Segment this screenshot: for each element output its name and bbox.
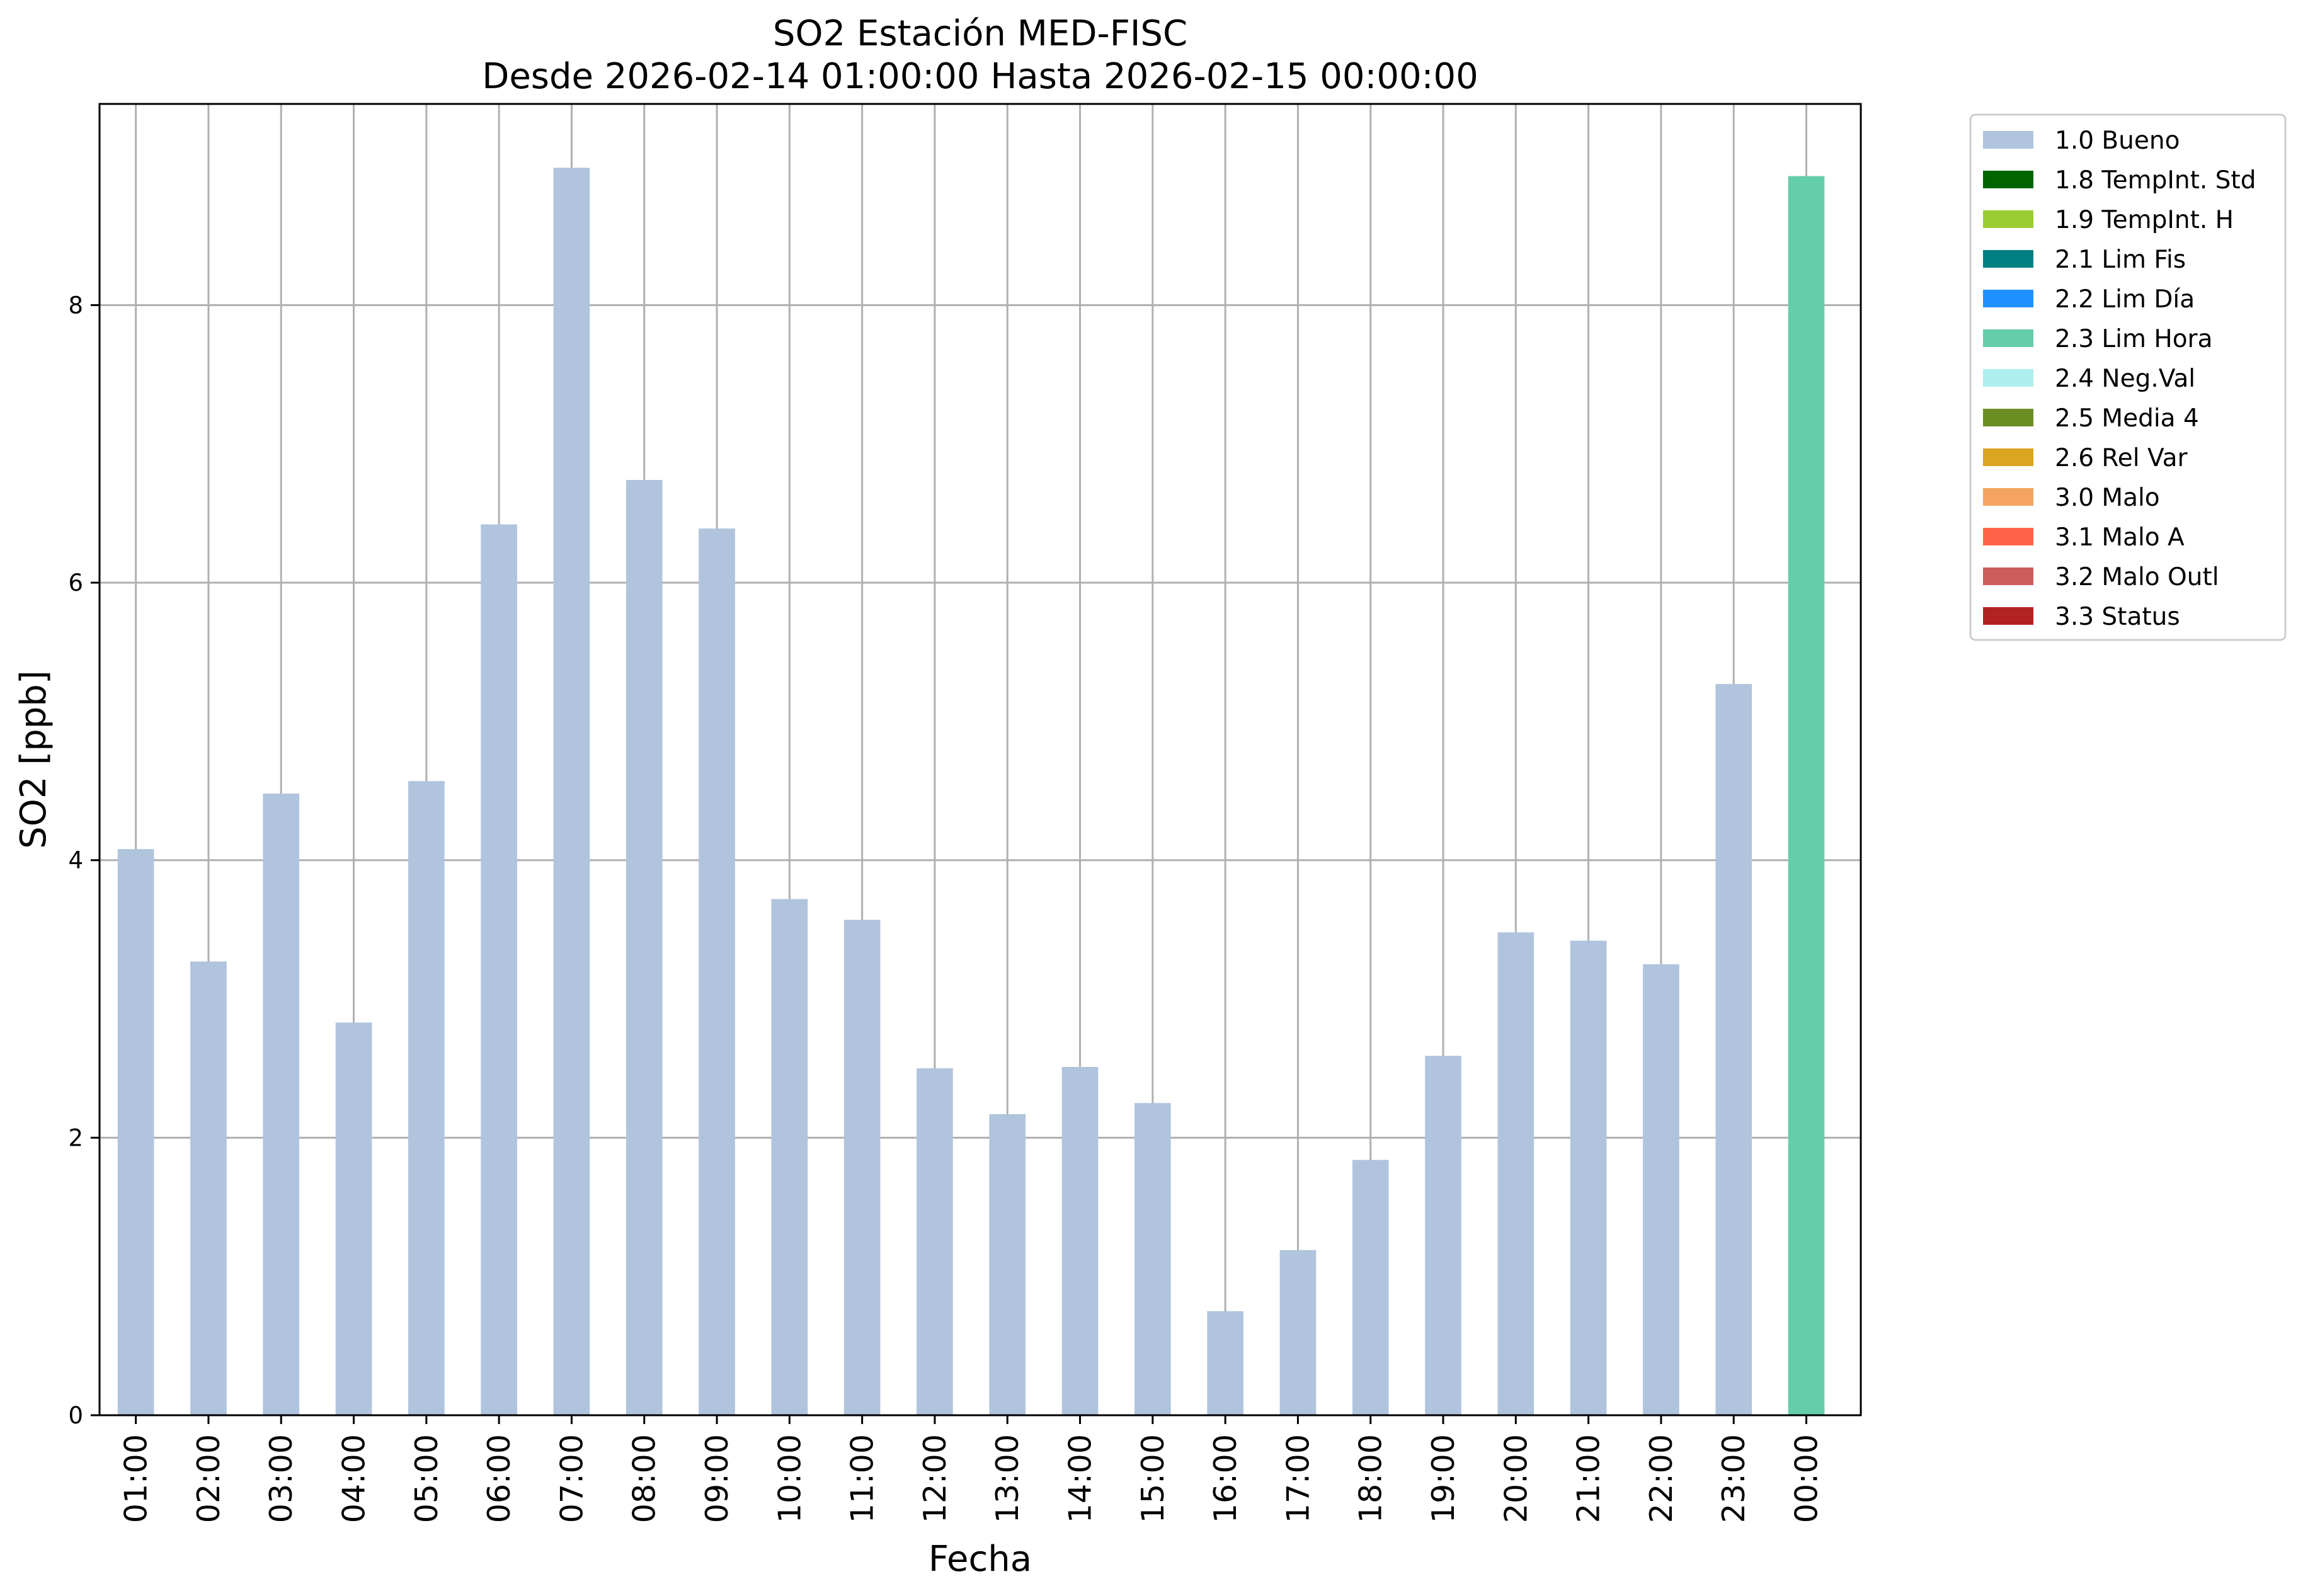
x-tick-label: 03:00: [263, 1434, 299, 1523]
x-tick-label: 16:00: [1208, 1434, 1243, 1523]
x-tick-label: 12:00: [917, 1434, 953, 1523]
x-tick-label: 11:00: [845, 1434, 881, 1523]
x-tick-label: 19:00: [1426, 1434, 1461, 1523]
bar-1100: [843, 920, 881, 1415]
legend-label: 2.1 Lim Fis: [2055, 246, 2186, 274]
x-axis-ticks: 01:00 02:00 03:00 04:00 05:00 06:00 07:00 08:00…: [118, 1415, 1825, 1523]
legend-swatch: [1983, 171, 2033, 188]
x-tick-label: 21:00: [1571, 1434, 1607, 1523]
legend-label: 3.3 Status: [2055, 603, 2180, 631]
legend-items: 1.0 Bueno 1.8 TempInt. Std 1.9 TempInt. H 2…: [1983, 127, 2256, 631]
x-tick-label: 14:00: [1063, 1434, 1099, 1523]
legend-label: 1.9 TempInt. H: [2055, 206, 2234, 234]
x-axis-label: Fecha: [929, 1539, 1032, 1580]
legend-label: 2.4 Neg.Val: [2055, 365, 2195, 393]
y-axis-label: SO2 [ppb]: [13, 670, 54, 848]
bar-2000: [1497, 932, 1534, 1415]
bar-1800: [1352, 1160, 1389, 1415]
y-tick-label: 4: [68, 847, 83, 874]
legend: 1.0 Bueno 1.8 TempInt. Std 1.9 TempInt. H 2…: [1969, 113, 2287, 641]
x-tick-label: 23:00: [1716, 1434, 1752, 1523]
legend-swatch: [1983, 250, 2033, 268]
bar-2100: [1570, 940, 1607, 1415]
legend-swatch: [1983, 607, 2033, 625]
x-tick-label: 01:00: [118, 1434, 154, 1523]
bar-1600: [1207, 1311, 1243, 1415]
bar-1900: [1425, 1056, 1461, 1415]
x-tick-label: 07:00: [554, 1434, 590, 1523]
legend-label: 3.1 Malo A: [2055, 523, 2185, 552]
bar-1300: [989, 1114, 1026, 1415]
legend-swatch: [1983, 290, 2033, 307]
chart-title: SO2 Estación MED-FISC: [773, 13, 1187, 54]
legend-label: 2.5 Media 4: [2055, 404, 2199, 433]
y-tick-label: 0: [68, 1402, 83, 1429]
legend-swatch: [1983, 567, 2033, 585]
bar-2300: [1715, 683, 1752, 1415]
bar-1400: [1061, 1067, 1099, 1415]
y-tick-label: 6: [68, 569, 83, 596]
bar-0200: [190, 961, 227, 1415]
chart-subtitle: Desde 2026-02-14 01:00:00 Hasta 2026-02-…: [482, 56, 1478, 97]
bar-0600: [481, 524, 517, 1415]
x-tick-label: 22:00: [1643, 1434, 1679, 1523]
bar-0700: [553, 168, 590, 1415]
plot-frame: [98, 103, 1862, 1416]
legend-swatch: [1983, 131, 2033, 149]
bar-0500: [408, 781, 445, 1415]
bar-0900: [699, 528, 735, 1416]
legend-swatch: [1983, 448, 2033, 466]
legend-label: 2.2 Lim Día: [2055, 285, 2195, 314]
y-axis-ticks: 0 2 4 6 8: [68, 292, 100, 1429]
x-tick-label: 05:00: [409, 1434, 445, 1523]
x-tick-label: 02:00: [191, 1434, 227, 1523]
legend-swatch: [1983, 369, 2033, 387]
x-tick-label: 04:00: [336, 1434, 372, 1523]
x-tick-label: 08:00: [627, 1434, 663, 1523]
x-tick-label: 13:00: [990, 1434, 1026, 1523]
x-tick-label: 18:00: [1353, 1434, 1389, 1523]
legend-box: [1969, 113, 2287, 641]
bar-0400: [335, 1022, 372, 1415]
x-tick-label: 06:00: [481, 1434, 517, 1523]
legend-label: 2.6 Rel Var: [2055, 444, 2188, 472]
y-tick-label: 2: [68, 1124, 83, 1151]
bar-1000: [771, 899, 808, 1415]
x-tick-label: 00:00: [1789, 1434, 1825, 1523]
legend-label: 1.8 TempInt. Std: [2055, 166, 2256, 195]
legend-swatch: [1983, 329, 2033, 347]
legend-swatch: [1983, 488, 2033, 506]
bar-0300: [263, 793, 300, 1415]
bar-0800: [626, 480, 663, 1415]
bar-1200: [917, 1068, 953, 1415]
legend-swatch: [1983, 528, 2033, 545]
legend-label: 2.3 Lim Hora: [2055, 325, 2213, 353]
bar-1500: [1134, 1103, 1171, 1415]
bar-0000: [1788, 176, 1825, 1416]
x-tick-label: 10:00: [772, 1434, 808, 1523]
y-tick-label: 8: [68, 292, 83, 319]
legend-swatch: [1983, 409, 2033, 426]
legend-swatch: [1983, 210, 2033, 228]
x-tick-label: 15:00: [1135, 1434, 1171, 1523]
x-tick-label: 20:00: [1498, 1434, 1534, 1523]
legend-label: 3.2 Malo Outl: [2055, 563, 2219, 591]
legend-label: 3.0 Malo: [2055, 484, 2160, 512]
bar-0100: [117, 849, 154, 1415]
legend-label: 1.0 Bueno: [2055, 127, 2180, 155]
x-tick-label: 09:00: [699, 1434, 735, 1523]
bars: [117, 168, 1825, 1416]
x-tick-label: 17:00: [1280, 1434, 1316, 1523]
bar-1700: [1279, 1250, 1317, 1415]
bar-2200: [1643, 964, 1679, 1415]
